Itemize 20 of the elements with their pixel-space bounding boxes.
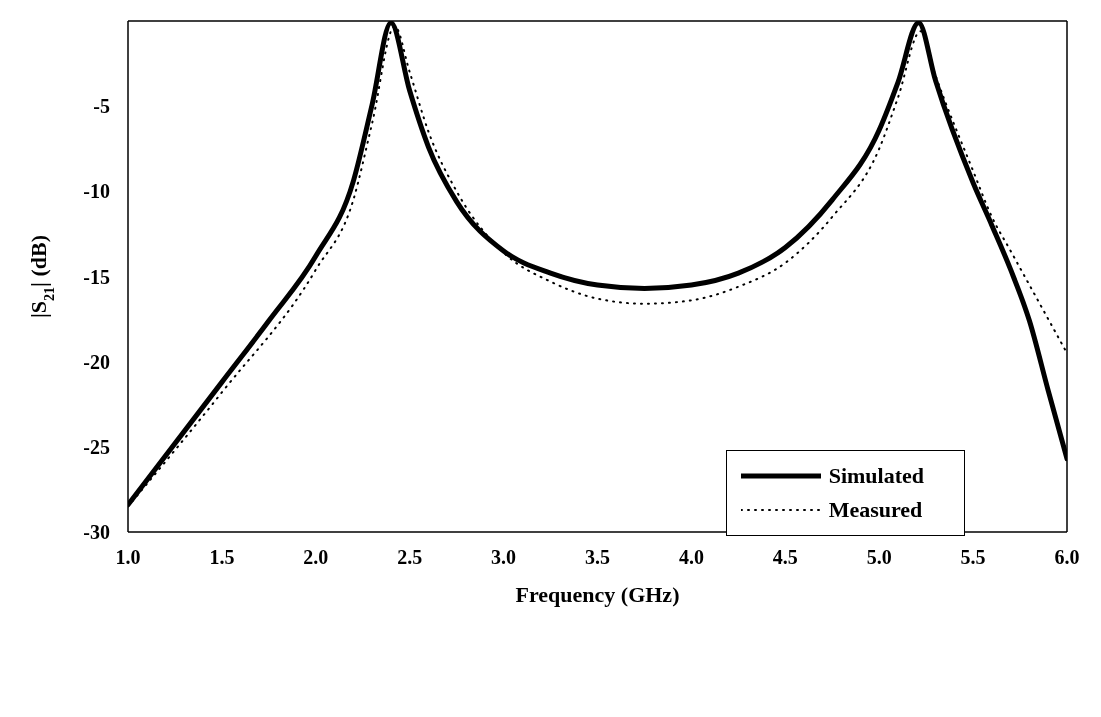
y-tick-label: -15: [83, 265, 110, 288]
legend-label: Simulated: [828, 463, 924, 489]
legend-label: Measured: [828, 497, 923, 523]
x-tick-label: 5.5: [960, 546, 986, 569]
x-tick-label: 5.0: [866, 546, 892, 569]
y-tick-label: -20: [83, 350, 110, 373]
y-tick-label: -30: [83, 521, 110, 544]
x-tick-label: 1.0: [115, 546, 141, 569]
x-tick-label: 1.5: [209, 546, 235, 569]
y-tick-label: -5: [93, 95, 110, 118]
x-tick-label: 4.5: [772, 546, 798, 569]
y-tick-label: -10: [83, 180, 110, 203]
x-tick-label: 6.0: [1054, 546, 1080, 569]
x-tick-label: 3.5: [585, 546, 610, 569]
x-tick-label: 4.0: [678, 546, 704, 569]
x-tick-label: 3.0: [491, 546, 517, 569]
x-axis-title: Frequency (GHz): [515, 582, 680, 607]
x-tick-label: 2.0: [303, 546, 329, 569]
y-tick-label: -25: [83, 435, 110, 458]
x-tick-label: 2.5: [397, 546, 423, 569]
